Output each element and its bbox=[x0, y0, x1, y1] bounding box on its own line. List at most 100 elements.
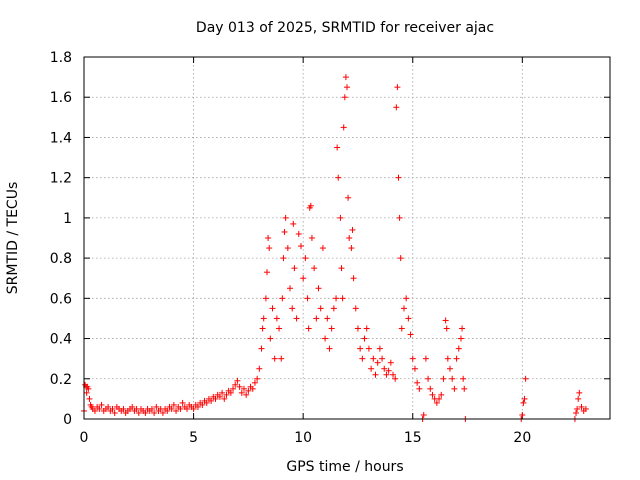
data-point bbox=[194, 403, 201, 410]
data-point bbox=[142, 409, 149, 416]
data-point bbox=[265, 235, 272, 241]
data-point bbox=[315, 285, 322, 292]
data-point bbox=[416, 385, 423, 392]
data-point bbox=[238, 389, 245, 396]
data-point bbox=[576, 389, 583, 396]
data-point bbox=[254, 375, 261, 382]
data-point bbox=[129, 403, 136, 410]
data-point bbox=[340, 124, 347, 131]
data-point bbox=[460, 375, 467, 382]
data-point bbox=[308, 235, 315, 241]
data-point bbox=[287, 285, 294, 292]
data-point bbox=[409, 355, 416, 362]
data-point bbox=[212, 395, 219, 402]
y-tick-label: 0.6 bbox=[50, 291, 72, 307]
data-point bbox=[357, 345, 364, 352]
data-point bbox=[267, 335, 274, 342]
data-point bbox=[227, 389, 234, 396]
data-point bbox=[230, 385, 237, 392]
data-point bbox=[98, 401, 105, 408]
data-point bbox=[266, 245, 273, 252]
data-point bbox=[459, 325, 466, 332]
data-point bbox=[278, 355, 285, 362]
x-tick-label: 0 bbox=[80, 430, 89, 446]
data-point bbox=[393, 104, 400, 111]
data-point bbox=[521, 395, 528, 402]
data-point bbox=[148, 405, 155, 412]
data-point bbox=[337, 214, 344, 221]
data-point bbox=[326, 345, 333, 352]
data-point bbox=[575, 395, 582, 402]
data-point bbox=[269, 305, 276, 312]
data-point bbox=[271, 355, 278, 362]
data-point bbox=[232, 381, 239, 388]
data-point bbox=[392, 375, 399, 382]
data-point bbox=[85, 385, 92, 392]
data-point bbox=[443, 325, 450, 332]
data-point bbox=[305, 325, 312, 332]
data-point bbox=[221, 395, 228, 402]
data-point bbox=[427, 385, 434, 392]
chart-title: Day 013 of 2025, SRMTID for receiver aja… bbox=[196, 20, 494, 36]
data-point bbox=[170, 401, 177, 408]
data-point bbox=[173, 407, 180, 414]
y-tick-label: 0.8 bbox=[50, 251, 72, 267]
data-point bbox=[398, 325, 405, 332]
data-point bbox=[219, 389, 226, 396]
data-point bbox=[324, 315, 331, 322]
data-point bbox=[83, 389, 90, 396]
data-point bbox=[444, 355, 451, 362]
data-point bbox=[328, 325, 335, 332]
x-axis-label: GPS time / hours bbox=[286, 459, 403, 475]
data-point bbox=[290, 220, 297, 227]
data-point bbox=[335, 174, 342, 181]
data-point bbox=[433, 399, 440, 406]
x-tick-label: 20 bbox=[513, 430, 531, 446]
data-point bbox=[359, 355, 366, 362]
data-point bbox=[341, 94, 348, 101]
data-point bbox=[455, 345, 462, 352]
data-point bbox=[260, 315, 267, 322]
data-point bbox=[313, 315, 320, 322]
y-tick-label: 1 bbox=[63, 211, 72, 227]
data-point bbox=[346, 235, 353, 241]
data-point bbox=[447, 365, 454, 372]
data-point bbox=[344, 84, 350, 91]
data-point bbox=[295, 230, 302, 237]
data-point bbox=[302, 255, 309, 262]
data-point bbox=[573, 409, 580, 416]
data-point bbox=[387, 359, 394, 366]
y-tick-label: 1.2 bbox=[50, 171, 72, 187]
data-point bbox=[311, 265, 318, 272]
data-point bbox=[381, 365, 388, 372]
data-point bbox=[519, 411, 526, 418]
data-point bbox=[403, 295, 410, 302]
data-point bbox=[105, 403, 112, 410]
data-point bbox=[449, 375, 456, 382]
data-point bbox=[245, 387, 252, 394]
data-point bbox=[520, 399, 527, 406]
data-point bbox=[86, 395, 93, 402]
data-point bbox=[578, 403, 585, 410]
data-point bbox=[451, 385, 458, 392]
data-point bbox=[282, 214, 289, 221]
data-point bbox=[350, 275, 357, 282]
data-point bbox=[262, 295, 269, 302]
data-point bbox=[216, 393, 223, 400]
data-point bbox=[256, 365, 263, 372]
data-point bbox=[279, 295, 286, 302]
data-point bbox=[383, 371, 390, 378]
data-point bbox=[352, 305, 359, 312]
data-point bbox=[457, 335, 464, 342]
data-point bbox=[319, 245, 326, 252]
data-point bbox=[395, 174, 402, 181]
data-point bbox=[240, 385, 247, 392]
data-point bbox=[111, 409, 118, 416]
data-point bbox=[390, 371, 397, 378]
data-point bbox=[322, 335, 329, 342]
data-point bbox=[259, 325, 266, 332]
data-point bbox=[348, 245, 355, 252]
data-point bbox=[400, 305, 407, 312]
